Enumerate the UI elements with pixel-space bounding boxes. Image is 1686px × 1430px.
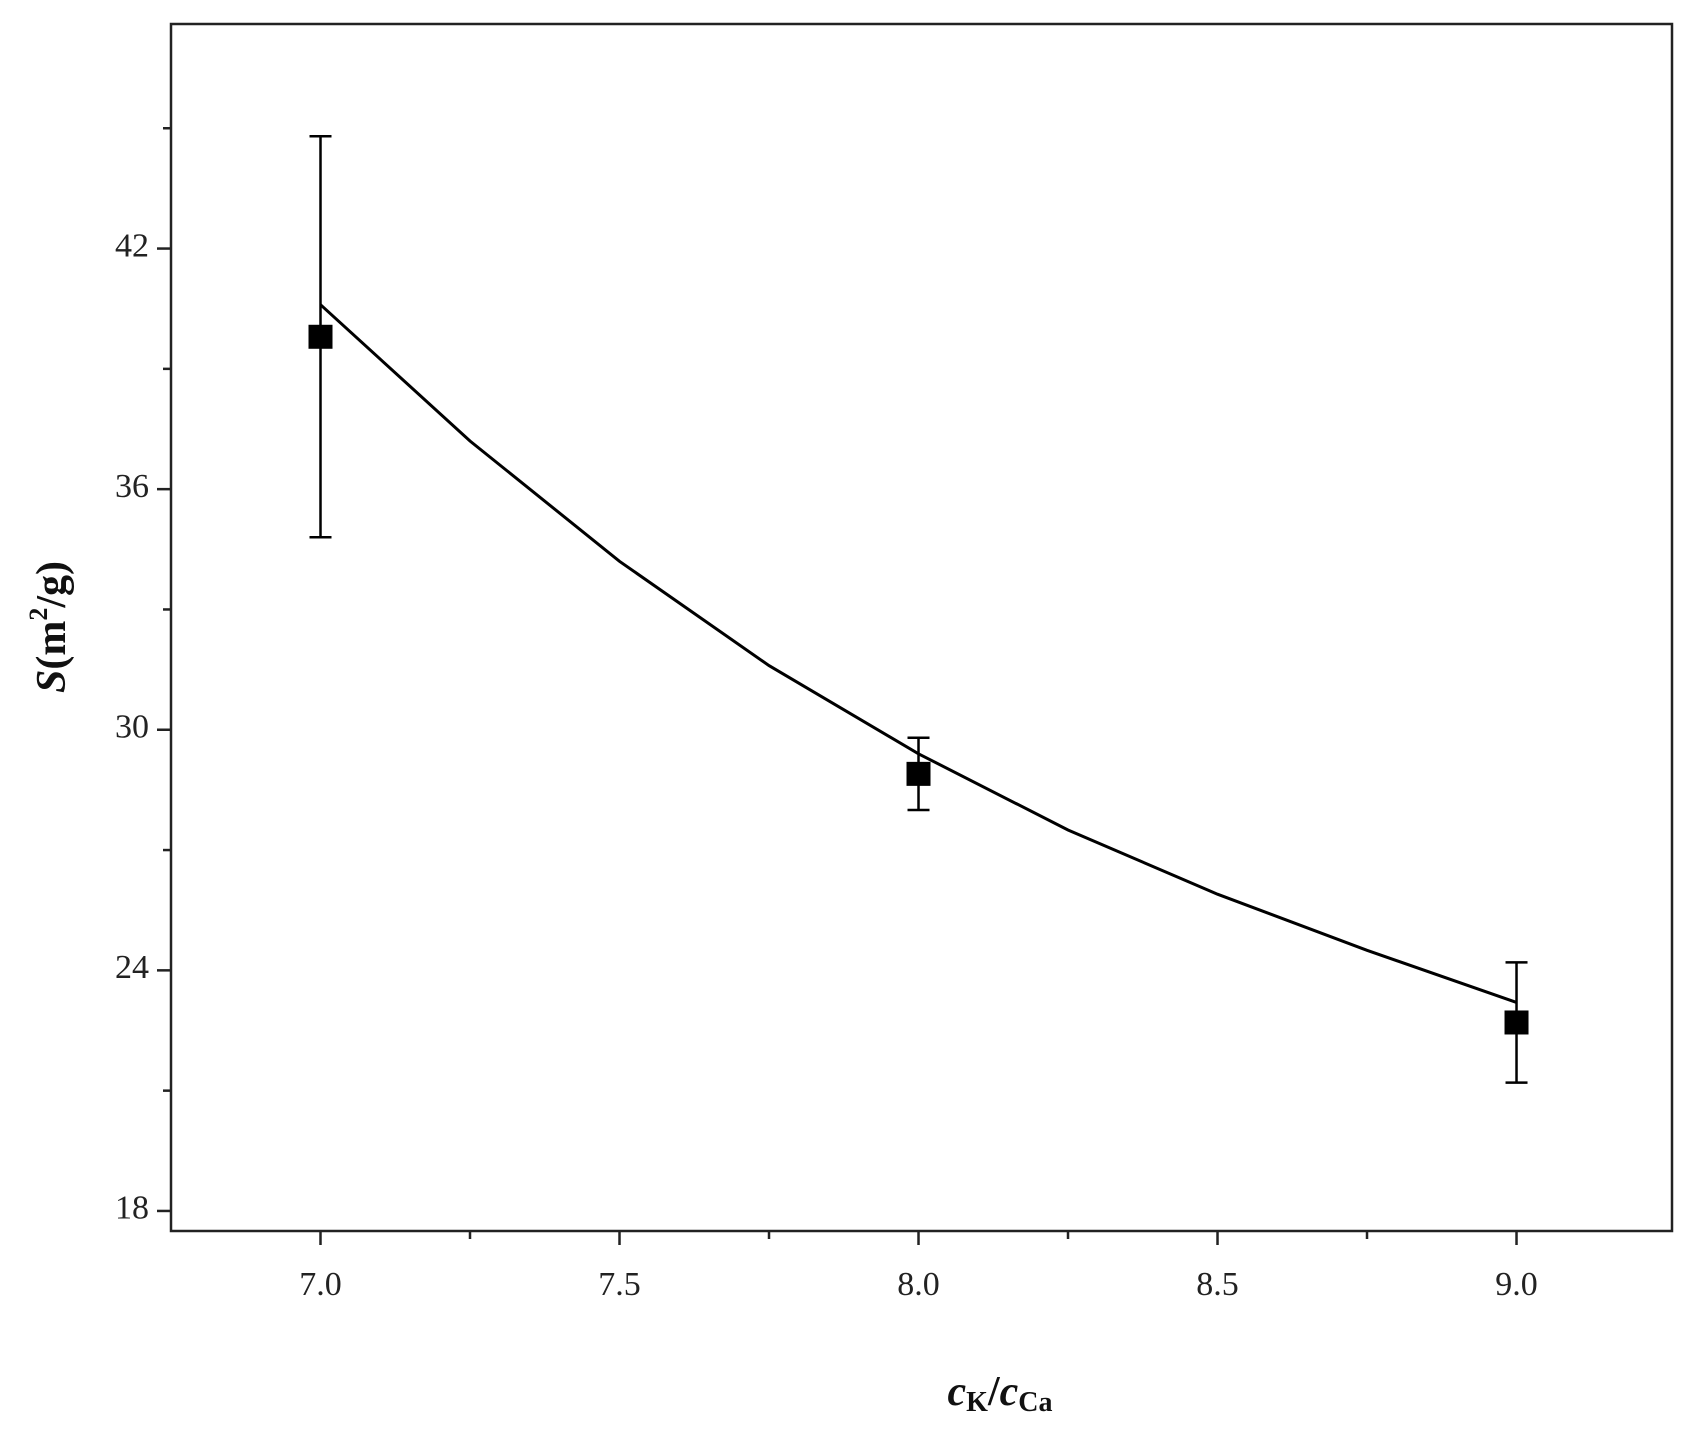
y-label-part: /g) xyxy=(29,561,75,609)
x-tick-label: 7.5 xyxy=(598,1266,641,1303)
y-tick-label: 18 xyxy=(115,1190,149,1227)
plot-frame xyxy=(169,22,1674,1233)
y-label-part: 2 xyxy=(24,608,53,621)
x-label-part: / xyxy=(987,1369,1001,1415)
y-tick-label: 30 xyxy=(115,709,149,746)
y-label-part: (m xyxy=(29,621,75,670)
fit-curve xyxy=(319,303,1517,1004)
data-point xyxy=(906,761,931,786)
x-tick-label: 7.0 xyxy=(299,1266,342,1303)
data-point xyxy=(1504,1010,1529,1035)
x-label-part: Ca xyxy=(1018,1387,1052,1418)
y-tick-label: 42 xyxy=(115,227,149,264)
x-tick-label: 9.0 xyxy=(1495,1266,1538,1303)
x-label-part: c xyxy=(948,1369,967,1415)
x-tick-label: 8.5 xyxy=(1196,1266,1239,1303)
y-label-part: S xyxy=(29,670,75,693)
data-point xyxy=(308,324,333,349)
y-tick-label: 36 xyxy=(115,468,149,505)
x-label-part: K xyxy=(966,1387,988,1418)
y-axis-label: S(m2/g) xyxy=(24,561,75,693)
x-axis-label: cK/cCa xyxy=(948,1369,1053,1419)
y-tick-label: 24 xyxy=(115,949,149,986)
x-label-part: c xyxy=(1000,1369,1019,1415)
x-tick-label: 8.0 xyxy=(897,1266,940,1303)
